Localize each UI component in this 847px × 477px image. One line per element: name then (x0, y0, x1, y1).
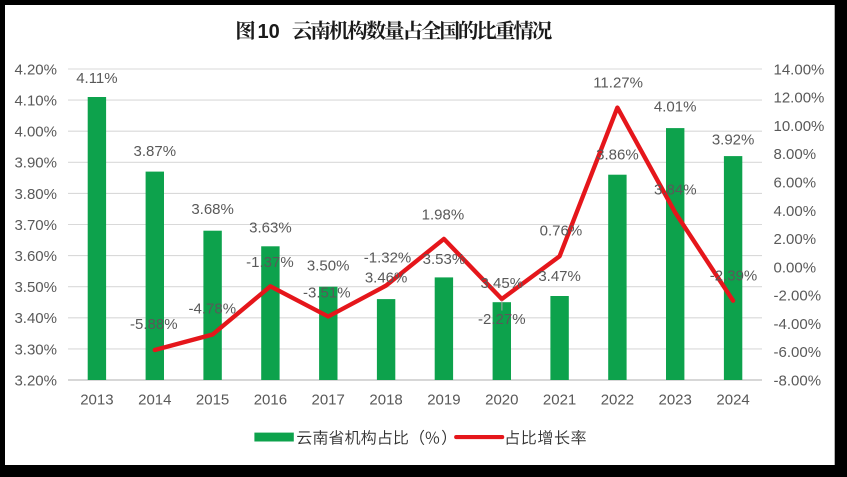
svg-text:-4.78%: -4.78% (189, 301, 237, 318)
svg-text:3.80%: 3.80% (14, 186, 57, 203)
svg-text:2024: 2024 (716, 392, 749, 409)
svg-text:3.68%: 3.68% (191, 201, 234, 218)
svg-text:-1.32%: -1.32% (364, 250, 412, 267)
svg-text:3.90%: 3.90% (14, 155, 57, 172)
svg-text:3.84%: 3.84% (654, 181, 697, 198)
svg-text:-2.27%: -2.27% (478, 311, 526, 328)
svg-text:2015: 2015 (196, 392, 229, 409)
svg-text:2014: 2014 (138, 392, 171, 409)
svg-text:3.30%: 3.30% (14, 341, 57, 358)
svg-text:3.50%: 3.50% (307, 258, 350, 275)
svg-text:3.20%: 3.20% (14, 372, 57, 389)
svg-text:-3.51%: -3.51% (303, 285, 351, 302)
svg-text:4.01%: 4.01% (654, 98, 697, 115)
svg-text:4.20%: 4.20% (14, 61, 57, 78)
svg-text:4.00%: 4.00% (774, 203, 817, 220)
svg-text:-4.00%: -4.00% (774, 316, 822, 333)
svg-text:2017: 2017 (312, 392, 345, 409)
svg-text:3.46%: 3.46% (365, 269, 408, 286)
svg-text:3.53%: 3.53% (423, 251, 466, 268)
svg-text:3.92%: 3.92% (712, 131, 755, 148)
svg-text:2018: 2018 (369, 392, 402, 409)
svg-text:4.00%: 4.00% (14, 124, 57, 141)
svg-text:1.98%: 1.98% (422, 206, 465, 223)
svg-text:-6.00%: -6.00% (774, 344, 822, 361)
svg-text:2021: 2021 (543, 392, 576, 409)
svg-text:-2.39%: -2.39% (710, 268, 758, 285)
svg-text:14.00%: 14.00% (774, 61, 825, 78)
svg-text:2020: 2020 (485, 392, 518, 409)
svg-text:3.47%: 3.47% (538, 268, 581, 285)
svg-text:8.00%: 8.00% (774, 146, 817, 163)
svg-text:3.87%: 3.87% (134, 143, 177, 160)
svg-text:3.70%: 3.70% (14, 217, 57, 234)
svg-text:-1.37%: -1.37% (246, 254, 294, 271)
svg-text:2016: 2016 (254, 392, 287, 409)
svg-text:10: 10 (258, 21, 280, 43)
svg-text:0.00%: 0.00% (774, 259, 817, 276)
svg-text:4.11%: 4.11% (76, 70, 117, 87)
svg-text:2023: 2023 (659, 392, 692, 409)
svg-text:4.10%: 4.10% (14, 93, 57, 110)
svg-text:0.76%: 0.76% (540, 223, 583, 240)
svg-text:10.00%: 10.00% (774, 118, 825, 135)
svg-text:3.40%: 3.40% (14, 310, 57, 327)
svg-text:6.00%: 6.00% (774, 175, 817, 192)
svg-text:3.45%: 3.45% (481, 275, 524, 292)
svg-text:3.86%: 3.86% (596, 147, 639, 164)
svg-text:2013: 2013 (80, 392, 113, 409)
svg-text:11.27%: 11.27% (593, 74, 643, 91)
svg-text:3.63%: 3.63% (249, 219, 292, 236)
svg-text:3.60%: 3.60% (14, 248, 57, 265)
svg-text:12.00%: 12.00% (774, 90, 825, 107)
svg-text:-8.00%: -8.00% (774, 372, 822, 389)
svg-text:2022: 2022 (601, 392, 634, 409)
svg-text:2.00%: 2.00% (774, 231, 817, 248)
svg-text:-2.00%: -2.00% (774, 288, 822, 305)
svg-text:-5.88%: -5.88% (130, 316, 178, 333)
svg-text:2019: 2019 (427, 392, 460, 409)
svg-text:3.50%: 3.50% (14, 279, 57, 296)
